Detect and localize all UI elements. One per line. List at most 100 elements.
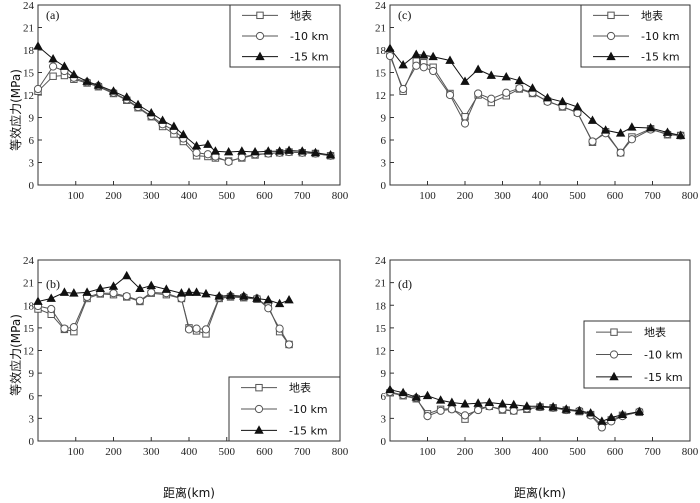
y-tick-label: 18 xyxy=(23,300,35,312)
data-point-triangle xyxy=(445,55,455,64)
data-point-triangle xyxy=(274,298,285,308)
data-point-triangle xyxy=(82,287,92,296)
data-point-triangle xyxy=(435,395,446,404)
data-point-circle xyxy=(447,405,456,414)
y-tick-label: 6 xyxy=(381,135,387,147)
data-point-triangle xyxy=(310,147,321,157)
series-line-square xyxy=(37,292,290,345)
x-tick-label: 300 xyxy=(143,190,160,202)
x-tick-label: 400 xyxy=(532,446,549,458)
data-point-triangle xyxy=(325,149,336,159)
data-point-triangle xyxy=(460,76,470,85)
y-tick-label: 3 xyxy=(381,158,387,170)
data-point-triangle xyxy=(201,288,211,298)
x-tick-label: 300 xyxy=(143,446,160,458)
data-point-triangle xyxy=(95,283,105,293)
data-point-triangle xyxy=(59,287,70,296)
series-line-square xyxy=(389,53,681,154)
data-point-triangle xyxy=(473,398,483,407)
legend: 地表 -10 km -15 km xyxy=(583,320,691,389)
legend: 地表 -10 km -15 km xyxy=(228,376,341,442)
data-point-circle xyxy=(423,412,432,421)
data-point-triangle xyxy=(662,127,673,136)
data-point-triangle xyxy=(473,64,483,73)
x-tick-label: 100 xyxy=(68,446,85,458)
y-tick-label: 9 xyxy=(29,113,35,125)
x-tick-label: 800 xyxy=(332,190,349,202)
data-point-triangle xyxy=(557,96,568,106)
data-point-triangle xyxy=(447,397,457,406)
data-point-triangle xyxy=(297,146,307,155)
data-point-triangle xyxy=(250,146,260,156)
data-point-circle xyxy=(460,119,470,128)
data-point-triangle xyxy=(514,75,525,85)
data-point-triangle xyxy=(606,412,616,422)
y-tick-label: 15 xyxy=(375,323,387,335)
data-point-triangle xyxy=(460,399,470,408)
data-point-triangle xyxy=(486,70,496,79)
data-point-circle xyxy=(573,108,582,118)
data-point-triangle xyxy=(634,406,645,415)
y-tick-label: 15 xyxy=(375,68,387,80)
x-tick-label: 200 xyxy=(105,446,122,458)
data-point-circle xyxy=(69,323,78,332)
legend-marker-square xyxy=(610,328,618,336)
data-point-circle xyxy=(203,150,212,159)
x-tick-label: 600 xyxy=(256,190,273,202)
x-tick-label: 400 xyxy=(181,446,198,458)
data-point-triangle xyxy=(398,387,408,397)
data-point-circle xyxy=(616,148,625,157)
data-point-triangle xyxy=(385,43,395,52)
y-tick-label: 9 xyxy=(381,368,387,380)
legend-marker-circle xyxy=(254,404,264,414)
data-point-triangle xyxy=(239,291,249,300)
data-point-triangle xyxy=(522,401,532,410)
y-tick-label: 6 xyxy=(381,391,387,403)
legend-marker-triangle xyxy=(606,51,616,61)
series-line-triangle xyxy=(389,48,681,136)
data-point-triangle xyxy=(572,101,583,111)
y-tick-label: 21 xyxy=(375,23,386,35)
data-point-triangle xyxy=(284,294,294,304)
y-tick-label: 3 xyxy=(381,413,387,425)
data-point-triangle xyxy=(46,293,56,302)
data-point-triangle xyxy=(428,51,438,61)
legend-label: -10 km xyxy=(644,349,683,362)
x-tick-label: 300 xyxy=(494,190,511,202)
series-line-circle xyxy=(389,55,681,154)
data-point-triangle xyxy=(561,404,571,413)
panel-label: (a) xyxy=(46,8,59,22)
data-point-triangle xyxy=(237,146,247,155)
data-point-triangle xyxy=(135,283,145,293)
data-point-triangle xyxy=(422,390,433,400)
data-point-triangle xyxy=(600,125,611,134)
legend-marker-square xyxy=(256,11,264,20)
data-point-triangle xyxy=(509,399,519,409)
data-point-square xyxy=(49,72,57,80)
data-point-triangle xyxy=(59,61,70,70)
legend-label: -10 km xyxy=(641,30,680,43)
series-line-square xyxy=(37,74,331,162)
data-point-circle xyxy=(509,406,518,415)
x-tick-label: 100 xyxy=(68,190,85,202)
legend-marker-triangle xyxy=(254,425,264,434)
y-tick-label: 15 xyxy=(23,323,35,335)
legend-marker-square xyxy=(607,11,615,20)
y-tick-label: 24 xyxy=(375,255,387,267)
y-tick-label: 18 xyxy=(375,45,387,57)
panel-label: (b) xyxy=(46,277,60,291)
data-point-triangle xyxy=(214,291,224,300)
data-point-triangle xyxy=(69,288,79,297)
data-point-triangle xyxy=(263,294,273,304)
data-point-circle xyxy=(49,62,58,71)
data-point-triangle xyxy=(675,130,686,139)
data-point-circle xyxy=(502,88,511,97)
data-point-triangle xyxy=(161,284,172,293)
data-point-triangle xyxy=(176,288,187,297)
y-tick-label: 3 xyxy=(29,413,35,425)
data-point-triangle xyxy=(542,92,553,102)
x-axis-title-right: 距离(km) xyxy=(514,485,566,500)
x-tick-label: 300 xyxy=(494,446,511,458)
legend-label: 地表 xyxy=(290,8,312,22)
